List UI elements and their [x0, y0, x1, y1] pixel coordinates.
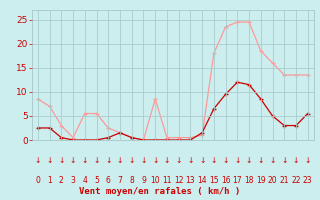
Text: ↓: ↓ — [211, 156, 217, 165]
Text: ↓: ↓ — [70, 156, 76, 165]
Text: ↓: ↓ — [246, 156, 252, 165]
Text: ↓: ↓ — [164, 156, 170, 165]
Text: ↓: ↓ — [281, 156, 287, 165]
Text: ↓: ↓ — [234, 156, 241, 165]
Text: 18: 18 — [244, 176, 254, 185]
Text: 1: 1 — [47, 176, 52, 185]
Text: 15: 15 — [209, 176, 219, 185]
Text: 22: 22 — [291, 176, 301, 185]
Text: 8: 8 — [129, 176, 134, 185]
Text: ↓: ↓ — [152, 156, 158, 165]
Text: 3: 3 — [71, 176, 76, 185]
Text: 9: 9 — [141, 176, 146, 185]
Text: 7: 7 — [117, 176, 123, 185]
Text: 13: 13 — [186, 176, 195, 185]
Text: 5: 5 — [94, 176, 99, 185]
Text: Vent moyen/en rafales ( km/h ): Vent moyen/en rafales ( km/h ) — [79, 187, 241, 196]
Text: ↓: ↓ — [129, 156, 135, 165]
Text: 23: 23 — [303, 176, 313, 185]
Text: ↓: ↓ — [82, 156, 88, 165]
Text: ↓: ↓ — [305, 156, 311, 165]
Text: 16: 16 — [221, 176, 230, 185]
Text: ↓: ↓ — [105, 156, 111, 165]
Text: 17: 17 — [233, 176, 242, 185]
Text: ↓: ↓ — [46, 156, 53, 165]
Text: 4: 4 — [82, 176, 87, 185]
Text: 10: 10 — [150, 176, 160, 185]
Text: 11: 11 — [162, 176, 172, 185]
Text: ↓: ↓ — [58, 156, 65, 165]
Text: 2: 2 — [59, 176, 64, 185]
Text: ↓: ↓ — [258, 156, 264, 165]
Text: 0: 0 — [36, 176, 40, 185]
Text: ↓: ↓ — [222, 156, 229, 165]
Text: ↓: ↓ — [293, 156, 299, 165]
Text: ↓: ↓ — [269, 156, 276, 165]
Text: ↓: ↓ — [93, 156, 100, 165]
Text: 6: 6 — [106, 176, 111, 185]
Text: 20: 20 — [268, 176, 277, 185]
Text: ↓: ↓ — [199, 156, 205, 165]
Text: ↓: ↓ — [175, 156, 182, 165]
Text: ↓: ↓ — [117, 156, 123, 165]
Text: 12: 12 — [174, 176, 183, 185]
Text: 14: 14 — [197, 176, 207, 185]
Text: ↓: ↓ — [35, 156, 41, 165]
Text: ↓: ↓ — [187, 156, 194, 165]
Text: 19: 19 — [256, 176, 266, 185]
Text: 21: 21 — [279, 176, 289, 185]
Text: ↓: ↓ — [140, 156, 147, 165]
